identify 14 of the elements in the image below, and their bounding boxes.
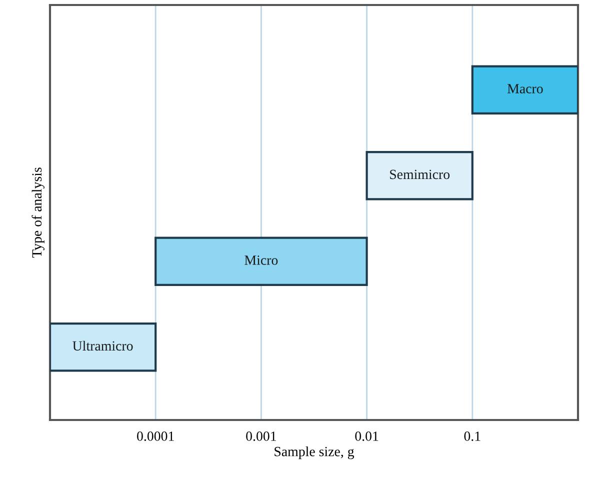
y-axis-title: Type of analysis <box>32 168 44 258</box>
x-tick-label: 0.001 <box>246 432 276 441</box>
x-axis-title: Sample size, g <box>274 446 354 460</box>
bar <box>50 322 157 372</box>
x-tick-label: 0.0001 <box>137 432 174 441</box>
y-tick-label: Semimicro <box>390 170 450 180</box>
y-tick-label: Macro <box>507 84 543 94</box>
x-tick-label: 0.01 <box>355 432 378 441</box>
bar <box>154 236 368 286</box>
bar <box>366 151 474 200</box>
y-tick-label: Micro <box>244 256 278 265</box>
y-tick-label: Ultramicro <box>72 340 133 351</box>
bar <box>471 65 578 115</box>
x-tick-label: 0.1 <box>464 432 480 441</box>
